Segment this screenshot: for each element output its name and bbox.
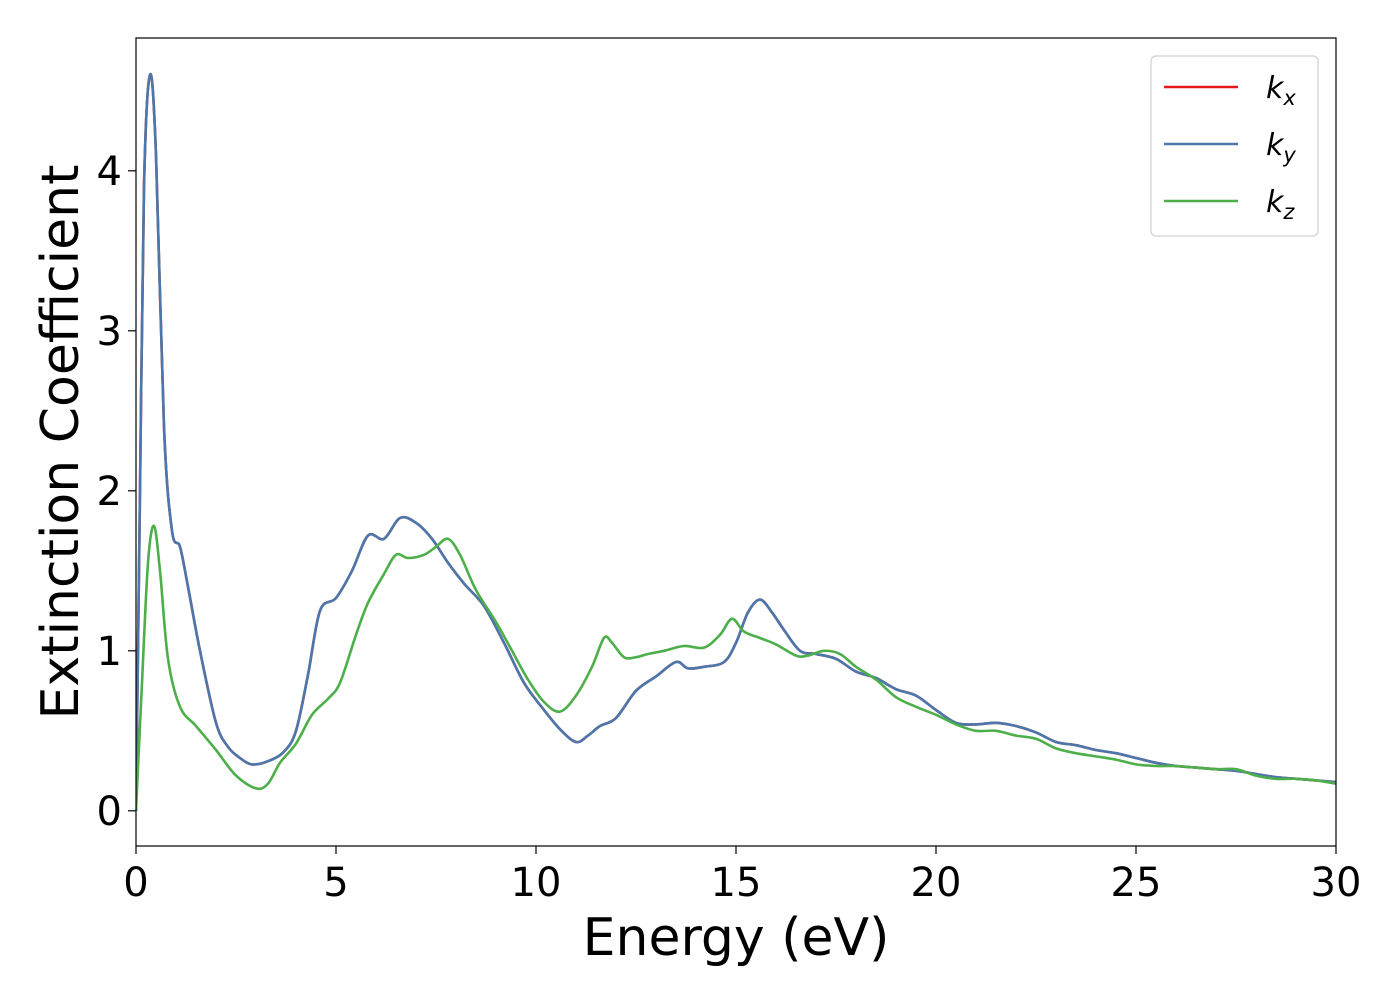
legend-label-z: kz [1266, 185, 1295, 224]
y-axis: 0 1 2 3 4 [97, 149, 136, 835]
x-axis: 0 5 10 15 20 25 30 [123, 846, 1361, 906]
y-tick-label: 2 [97, 469, 122, 515]
legend-box [1150, 55, 1319, 237]
x-tick-label: 30 [1311, 860, 1362, 906]
y-tick-label: 1 [97, 629, 122, 675]
series-line-y [136, 72, 1336, 811]
series-layer [136, 72, 1336, 811]
x-axis-title: Energy (eV) [583, 908, 890, 968]
legend-label-x: kx [1266, 71, 1296, 110]
y-axis-title: Extinction Coefficient [31, 165, 91, 720]
y-tick-label: 3 [97, 309, 122, 355]
y-tick-label: 4 [97, 149, 122, 195]
x-tick-label: 20 [911, 860, 962, 906]
legend-label-y: ky [1266, 128, 1296, 167]
x-tick-label: 25 [1111, 860, 1162, 906]
y-tick-label: 0 [97, 789, 122, 835]
series-line-z [136, 524, 1336, 811]
x-tick-label: 5 [323, 860, 348, 906]
x-tick-label: 15 [711, 860, 762, 906]
x-tick-label: 10 [511, 860, 562, 906]
legend: kx ky kz [1150, 55, 1319, 237]
x-tick-label: 0 [123, 860, 148, 906]
